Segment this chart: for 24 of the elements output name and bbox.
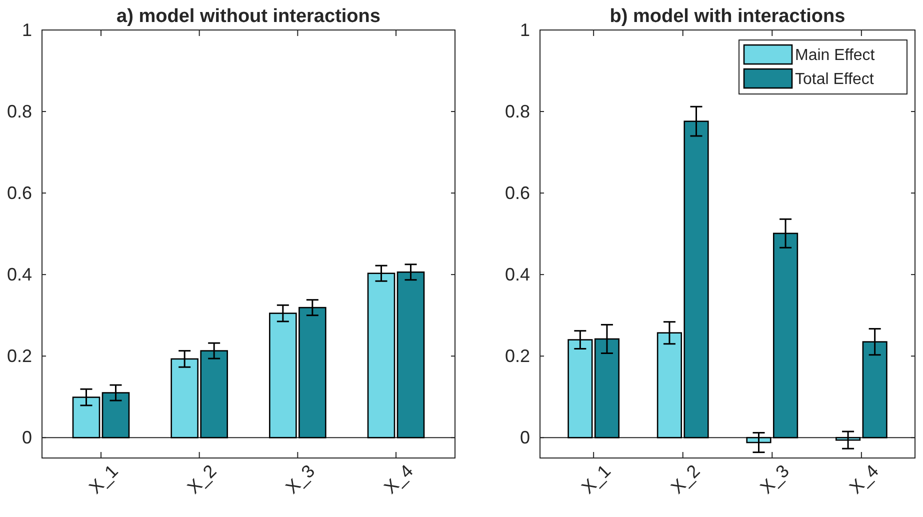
x-tick-label: X_3 <box>756 460 794 498</box>
chart-title: a) model without interactions <box>116 6 380 27</box>
y-tick-label: 0.4 <box>504 264 530 284</box>
y-tick-label: 1 <box>22 20 32 40</box>
y-tick-label: 0 <box>22 427 32 448</box>
legend-label: Total Effect <box>795 71 874 88</box>
x-tick-label: X_1 <box>578 460 615 498</box>
x-tick-label: X_4 <box>846 460 882 498</box>
y-tick-label: 0.4 <box>6 264 32 284</box>
y-tick-label: 0.2 <box>6 346 32 366</box>
y-tick-label: 0 <box>520 427 530 448</box>
legend-label: Main Effect <box>795 47 876 64</box>
y-tick-label: 0.8 <box>6 101 32 122</box>
x-tick-label: X_4 <box>380 460 417 498</box>
x-tick-label: X_3 <box>282 460 319 498</box>
x-tick-label: X_1 <box>85 460 122 498</box>
y-tick-label: 0.8 <box>504 101 530 122</box>
y-tick-label: 0.2 <box>504 346 530 366</box>
y-tick-label: 1 <box>520 20 530 40</box>
x-tick-label: X_2 <box>667 460 704 498</box>
y-tick-label: 0.6 <box>6 182 32 203</box>
y-tick-label: 0.6 <box>504 182 530 203</box>
chart-title: b) model with interactions <box>610 6 846 27</box>
x-tick-label: X_2 <box>183 460 220 498</box>
